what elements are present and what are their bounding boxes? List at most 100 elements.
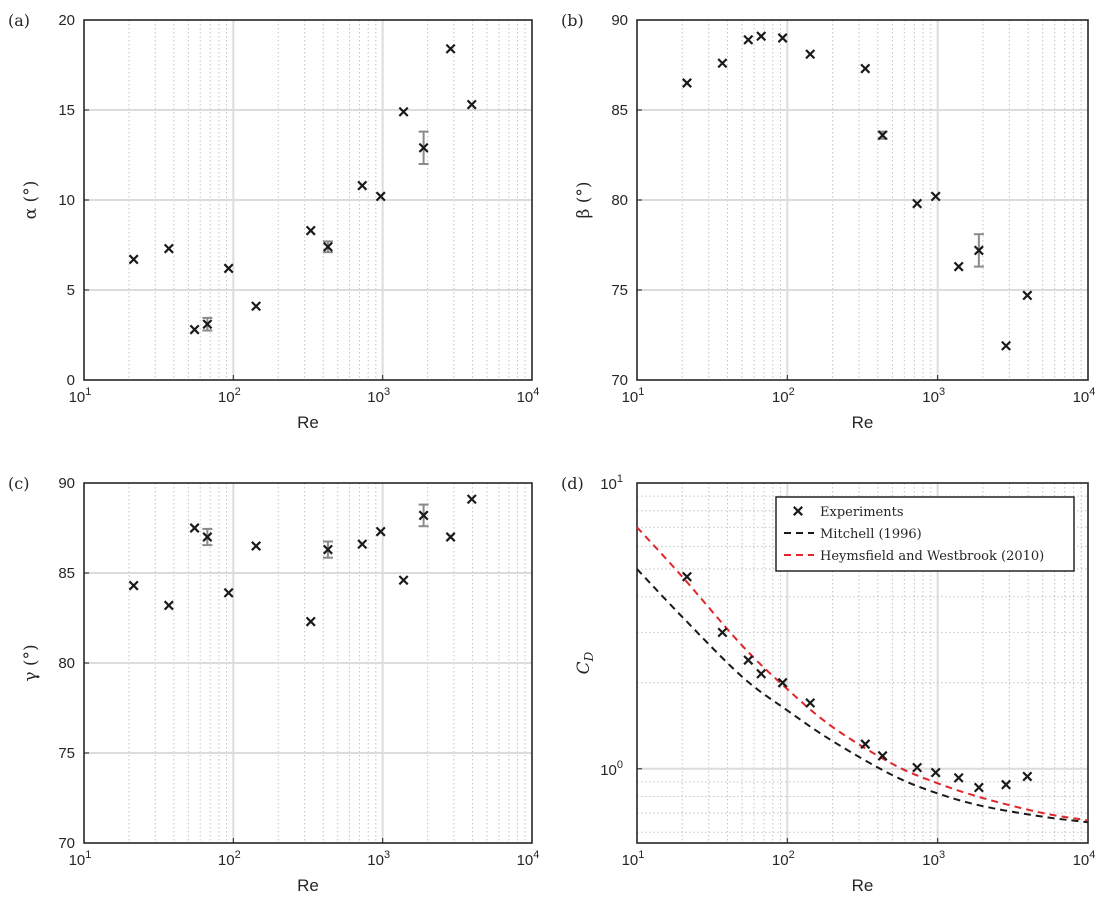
data-point [128, 580, 139, 591]
data-point [223, 587, 234, 598]
data-point [251, 301, 262, 312]
legend-entry: Experiments [820, 505, 904, 520]
x-tick-label: 101 [622, 386, 645, 406]
marker-stroke [973, 782, 984, 793]
marker-stroke [322, 241, 333, 252]
marker-stroke [418, 142, 429, 153]
panel-label: (b) [561, 11, 584, 30]
y-tick-label: 15 [58, 102, 75, 119]
marker-stroke [305, 225, 316, 236]
data-point [973, 782, 984, 793]
data-point [189, 523, 200, 533]
data-point [418, 142, 429, 153]
data-point [375, 526, 386, 537]
y-tick-label: 5 [67, 282, 75, 299]
marker-stroke [189, 523, 200, 533]
y-tick-label: 101 [600, 473, 623, 493]
x-axis-label: Re [297, 413, 319, 432]
y-tick-label: 80 [58, 655, 75, 672]
marker-stroke [743, 655, 754, 666]
marker-stroke [202, 319, 213, 330]
y-tick-label: 75 [611, 282, 628, 299]
data-point [398, 575, 409, 586]
data-point [805, 697, 816, 708]
y-tick-label: 85 [611, 102, 628, 119]
marker-stroke [930, 191, 941, 202]
x-tick-label: 102 [772, 849, 795, 869]
data-point [805, 49, 816, 60]
data-point [912, 198, 923, 209]
y-tick-label: 20 [58, 12, 75, 29]
marker-stroke [756, 668, 767, 679]
data-point [953, 772, 964, 783]
data-point [322, 544, 333, 555]
y-tick-label: 85 [58, 565, 75, 582]
chart-panel-4: 101 102 103 104 100 101 Re CD (d) Experiments Mitc… [561, 473, 1095, 895]
y-tick-label: 70 [611, 372, 628, 389]
x-tick-label: 103 [922, 849, 945, 869]
chart-panel-2: 101 102 103 104 70 75 80 85 90 Re β (°) (b) [561, 11, 1095, 432]
data-point [912, 762, 923, 773]
marker-stroke [681, 78, 692, 88]
data-point [860, 63, 871, 74]
data-point [357, 180, 368, 191]
y-axis-label: γ (°) [21, 644, 41, 681]
marker-stroke [912, 198, 923, 209]
chart-panel-1: 101 102 103 104 0 5 10 15 20 Re α (°) (a) [8, 11, 539, 432]
data-point [357, 539, 368, 550]
data-point [756, 668, 767, 679]
marker-stroke [445, 532, 456, 542]
panel-label: (c) [8, 474, 29, 493]
chart-panel-3: 101 102 103 104 70 75 80 85 90 Re γ (°) (c) [8, 474, 539, 895]
marker-stroke [877, 750, 888, 761]
marker-stroke [930, 767, 941, 778]
data-point [466, 99, 477, 110]
x-tick-label: 103 [922, 386, 945, 406]
data-point [202, 319, 213, 330]
data-point [743, 655, 754, 666]
data-point [777, 33, 788, 43]
marker-stroke [953, 261, 964, 272]
data-point [930, 191, 941, 202]
data-point [322, 241, 333, 252]
marker-stroke [805, 49, 816, 60]
marker-stroke [251, 301, 262, 312]
marker-stroke [251, 541, 262, 551]
x-axis-label: Re [852, 876, 874, 895]
marker-stroke [163, 243, 174, 254]
x-tick-label: 104 [1073, 849, 1096, 869]
data-point [1001, 779, 1012, 790]
data-point [398, 106, 409, 117]
data-point [877, 750, 888, 761]
marker-stroke [466, 494, 477, 505]
x-tick-label: 102 [218, 849, 241, 869]
marker-stroke [1022, 290, 1033, 301]
data-point [375, 191, 386, 202]
marker-stroke [681, 571, 692, 582]
marker-stroke [777, 33, 788, 43]
marker-stroke [717, 627, 728, 638]
legend: Experiments Mitchell (1996) Heymsfield and… [775, 496, 1075, 572]
x-tick-label: 101 [622, 849, 645, 869]
data-point [418, 510, 429, 521]
x-axis-label: Re [297, 876, 319, 895]
y-axis-label: α (°) [21, 181, 41, 220]
marker-stroke [357, 539, 368, 550]
legend-entry: Mitchell (1996) [820, 527, 922, 542]
marker-stroke [128, 580, 139, 591]
marker-stroke [1001, 340, 1012, 351]
x-tick-label: 104 [517, 849, 540, 869]
series-line-heymsfield-and-westbrook-2010- [636, 526, 1089, 822]
marker-stroke [805, 697, 816, 708]
data-point [681, 78, 692, 88]
marker-stroke [860, 63, 871, 74]
data-point [1022, 771, 1033, 782]
data-point [877, 130, 888, 141]
marker-stroke [912, 762, 923, 773]
data-point [756, 31, 767, 42]
marker-stroke [202, 532, 213, 542]
marker-stroke [860, 739, 871, 750]
marker-stroke [375, 191, 386, 202]
data-point [953, 261, 964, 272]
x-axis-label: Re [852, 413, 874, 432]
